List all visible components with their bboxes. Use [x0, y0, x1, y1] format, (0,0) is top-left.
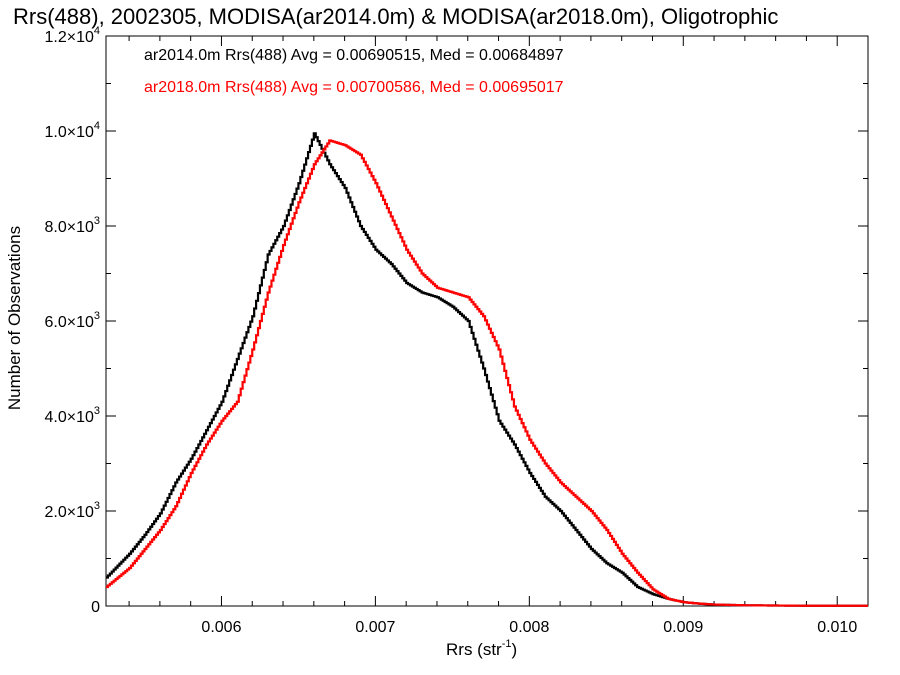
y-tick-exponent: 3: [94, 405, 100, 417]
y-axis-label: Number of Observations: [5, 226, 24, 410]
y-tick-label: 1.0×104: [44, 120, 100, 141]
x-axis-label: Rrs (str-1): [446, 638, 517, 659]
y-tick-mantissa: 4.0×10: [44, 409, 93, 426]
x-axis-label-exponent: -1: [502, 638, 512, 650]
y-tick-label: 8.0×103: [44, 215, 100, 236]
x-tick-label: 0.007: [355, 619, 395, 636]
chart-title: Rrs(488), 2002305, MODISA(ar2014.0m) & M…: [13, 4, 778, 29]
series-line-1: [106, 139, 868, 607]
y-tick-exponent: 4: [94, 25, 100, 37]
x-tick-label: 0.009: [663, 619, 703, 636]
y-tick-exponent: 3: [94, 215, 100, 227]
legend-entry-ar2018: ar2018.0m Rrs(488) Avg = 0.00700586, Med…: [144, 79, 564, 96]
x-tick-label: 0.006: [201, 619, 241, 636]
y-tick-mantissa: 2.0×10: [44, 504, 93, 521]
y-tick-exponent: 3: [94, 500, 100, 512]
y-tick-label: 2.0×103: [44, 500, 100, 521]
series-layer: [106, 132, 868, 607]
y-tick-exponent: 4: [94, 120, 100, 132]
y-tick-mantissa: 1.0×10: [44, 124, 93, 141]
y-tick-label: 4.0×103: [44, 405, 100, 426]
x-axis-label-text: Rrs (str: [446, 640, 502, 659]
x-tick-label: 0.010: [817, 619, 857, 636]
y-tick-label: 6.0×103: [44, 310, 100, 331]
y-axis-ticks: 02.0×1034.0×1036.0×1038.0×1031.0×1041.2×…: [44, 25, 868, 616]
series-line-0: [106, 132, 868, 607]
y-tick-mantissa: 0: [91, 599, 100, 616]
x-tick-label: 0.008: [509, 619, 549, 636]
y-tick-mantissa: 6.0×10: [44, 314, 93, 331]
y-tick-label: 1.2×104: [44, 25, 100, 46]
y-tick-mantissa: 1.2×10: [44, 29, 93, 46]
y-tick-mantissa: 8.0×10: [44, 219, 93, 236]
legend-entry-ar2014: ar2014.0m Rrs(488) Avg = 0.00690515, Med…: [144, 47, 564, 64]
x-axis-ticks: 0.006 0.007 0.008 0.009 0.010: [128, 36, 857, 636]
y-tick-label: 0: [91, 599, 100, 616]
y-tick-exponent: 3: [94, 310, 100, 322]
x-axis-label-close: ): [512, 640, 518, 659]
